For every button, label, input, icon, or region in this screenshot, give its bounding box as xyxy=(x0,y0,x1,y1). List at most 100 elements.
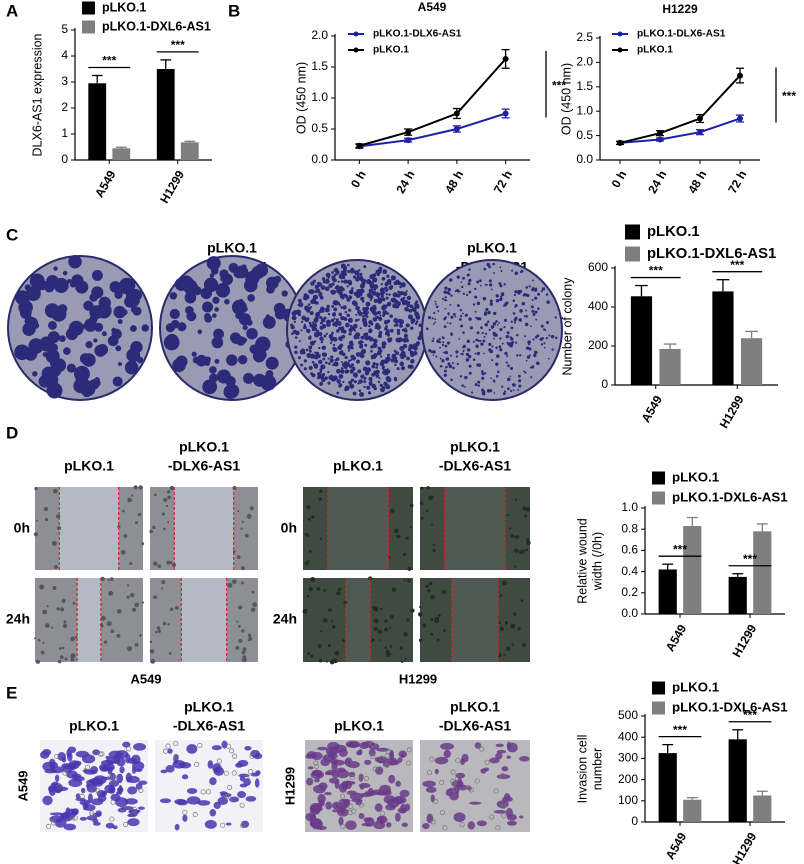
colony xyxy=(65,327,79,341)
cell xyxy=(162,527,166,531)
colony xyxy=(53,266,58,271)
colony xyxy=(450,332,453,336)
cell xyxy=(244,533,249,538)
stained-cell xyxy=(209,777,217,786)
bar xyxy=(156,69,175,160)
colony xyxy=(388,293,391,296)
colony xyxy=(396,328,401,333)
image-label: -DLX6-AS1 xyxy=(439,458,512,474)
cell xyxy=(310,577,316,582)
stained-cell xyxy=(455,772,466,779)
colony xyxy=(491,359,494,362)
colony xyxy=(300,363,304,367)
cell xyxy=(247,633,252,638)
cell xyxy=(103,640,108,644)
cell xyxy=(161,587,164,590)
colony xyxy=(399,321,403,325)
colony xyxy=(434,321,437,324)
colony xyxy=(331,271,334,274)
colony xyxy=(340,330,344,333)
stained-cell xyxy=(179,762,192,769)
colony xyxy=(327,313,331,316)
marker xyxy=(405,137,412,144)
pore xyxy=(229,748,235,754)
stained-cell xyxy=(506,755,511,759)
stained-cell xyxy=(137,806,145,810)
colony xyxy=(480,326,483,329)
colony xyxy=(523,315,526,318)
colony xyxy=(389,282,392,286)
colony xyxy=(494,333,498,337)
colony xyxy=(462,350,465,353)
colony xyxy=(469,326,473,330)
pore xyxy=(311,775,317,781)
colony xyxy=(314,290,317,293)
colony xyxy=(359,288,365,294)
colony xyxy=(363,322,368,327)
cell xyxy=(241,650,246,655)
colony xyxy=(350,378,355,382)
cell xyxy=(318,497,322,501)
colony xyxy=(495,362,499,366)
cell xyxy=(53,488,58,494)
colony xyxy=(479,340,482,342)
colony xyxy=(480,388,484,392)
colony xyxy=(357,369,362,374)
colony xyxy=(317,354,321,359)
cell xyxy=(37,638,41,642)
colony xyxy=(441,336,444,339)
colony xyxy=(372,342,378,348)
colony xyxy=(403,299,409,304)
marker xyxy=(502,55,509,62)
pore xyxy=(62,770,68,776)
colony xyxy=(294,345,298,349)
y-tick-label: 0.5 xyxy=(576,128,593,142)
colony xyxy=(348,308,352,312)
cell xyxy=(63,620,67,624)
colony xyxy=(215,283,231,298)
colony xyxy=(308,321,312,325)
colony xyxy=(447,292,451,296)
colony xyxy=(446,341,451,345)
cell xyxy=(34,487,38,491)
pore xyxy=(442,825,448,831)
colony xyxy=(431,339,434,343)
colony xyxy=(468,364,472,368)
colony xyxy=(512,312,516,315)
colony xyxy=(449,322,452,325)
cell xyxy=(126,595,130,599)
stained-cell xyxy=(174,798,187,805)
cell-line-label: H1299 xyxy=(282,767,297,805)
cell xyxy=(512,612,517,616)
colony xyxy=(312,279,316,283)
colony xyxy=(503,283,506,286)
pore xyxy=(165,743,171,749)
stained-cell xyxy=(395,780,401,787)
stained-cell xyxy=(86,815,98,821)
cell xyxy=(503,654,506,657)
colony xyxy=(503,390,507,393)
colony xyxy=(117,361,123,367)
cell xyxy=(153,561,158,566)
colony xyxy=(459,315,463,318)
marker xyxy=(657,136,663,143)
colony xyxy=(441,359,445,363)
cell xyxy=(399,646,404,650)
cell xyxy=(138,485,143,490)
y-axis-label: width (/0h) xyxy=(590,532,604,591)
cell xyxy=(426,486,430,490)
cell xyxy=(521,549,525,554)
colony xyxy=(369,382,373,386)
stained-cell xyxy=(52,781,59,786)
stained-cell xyxy=(443,749,451,759)
legend-label: pLKO.1-DLX6-AS1 xyxy=(637,29,726,40)
colony xyxy=(299,349,305,355)
pore xyxy=(248,769,254,775)
stained-cell xyxy=(506,741,512,750)
colony xyxy=(395,351,400,356)
stained-cell xyxy=(374,803,383,812)
colony xyxy=(313,317,319,323)
colony xyxy=(445,365,448,369)
colony xyxy=(82,353,96,367)
